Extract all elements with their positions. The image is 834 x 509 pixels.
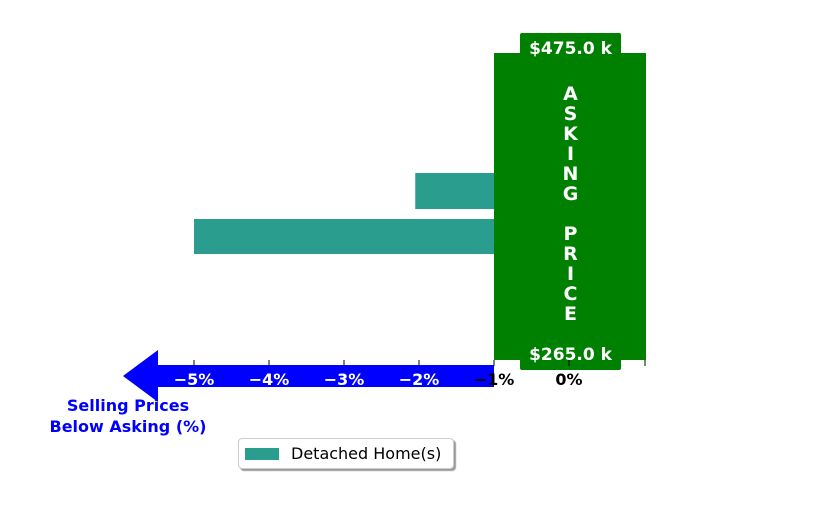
x-tick-label: −4% <box>249 370 290 389</box>
bar-detached-homes <box>194 219 494 254</box>
banner-letter: G <box>563 183 579 205</box>
x-axis-ticks: −5% −4% −3% −2% −1% 0% <box>174 360 646 389</box>
asking-price-banner <box>494 53 646 360</box>
banner-letter: K <box>563 123 579 145</box>
legend-label: Detached Home(s) <box>291 444 442 463</box>
x-tick-label: −2% <box>399 370 440 389</box>
bars-group <box>194 173 494 254</box>
x-tick-label: −1% <box>474 370 515 389</box>
banner-letter: N <box>563 163 579 185</box>
x-tick-label: 0% <box>555 370 582 389</box>
banner-letter: C <box>564 283 578 305</box>
banner-letter: E <box>564 303 577 325</box>
banner-letter: R <box>563 243 578 265</box>
legend: Detached Home(s) <box>238 438 454 469</box>
axis-title-line2: Below Asking (%) <box>50 417 207 436</box>
bottom-price-tab <box>520 349 621 370</box>
left-arrow-axis <box>123 350 494 402</box>
bar-detached-homes <box>415 173 494 209</box>
top-price-label: $475.0 k <box>529 39 613 59</box>
axis-title-line1: Selling Prices <box>67 396 189 415</box>
banner-letter: I <box>567 263 574 285</box>
bottom-price-label: $265.0 k <box>529 345 613 365</box>
banner-letter: I <box>567 143 574 165</box>
banner-letter: A <box>563 83 578 105</box>
legend-swatch <box>245 447 279 460</box>
top-price-tab <box>520 33 621 55</box>
banner-letter: P <box>564 223 578 245</box>
banner-letter: S <box>564 103 578 125</box>
x-tick-label: −3% <box>324 370 365 389</box>
x-tick-label: −5% <box>174 370 215 389</box>
